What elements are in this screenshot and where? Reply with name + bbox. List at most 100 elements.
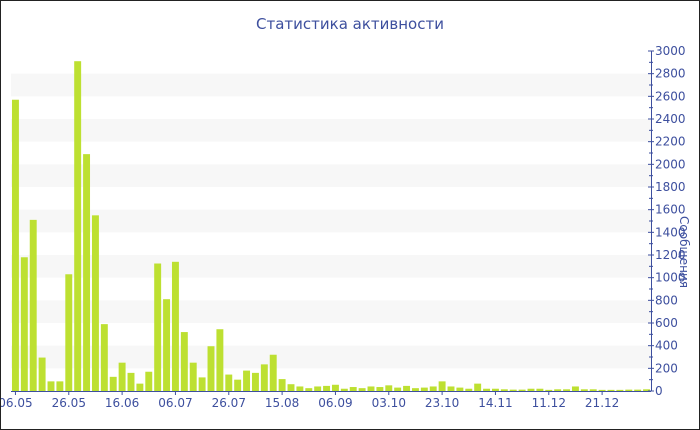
bar [118,362,126,391]
bar [358,388,366,391]
bar [171,261,179,391]
bar [198,377,206,391]
bar [251,372,259,391]
bar [367,386,375,391]
y-tick-label: 1200 [655,248,686,262]
bar [411,388,419,391]
bar [136,383,144,391]
x-tick-label: 23.10 [425,396,459,410]
bar [607,389,615,391]
bar [349,387,357,391]
bar [509,389,517,391]
x-tick-label: 11.12 [532,396,566,410]
bar [394,387,402,391]
x-tick-label: 14.11 [478,396,512,410]
y-tick-label: 1000 [655,271,686,285]
y-tick-label: 200 [655,361,678,375]
bar [554,389,562,391]
y-tick-label: 600 [655,316,678,330]
x-tick-label: 03.10 [372,396,406,410]
bar [287,384,295,391]
bar [340,388,348,391]
bar [145,371,153,391]
bar [260,364,268,391]
bar [545,389,553,391]
bar [47,381,55,391]
bar [243,370,251,391]
y-tick-label: 2400 [655,112,686,126]
x-tick-label: 06.05 [1,396,33,410]
bar [11,99,19,391]
bar [616,389,624,391]
bar [180,332,188,391]
x-tick-label: 21.12 [585,396,619,410]
grid-band [11,255,651,278]
bar [474,383,482,391]
y-tick-label: 3000 [655,44,686,58]
bar [483,388,491,391]
bar [385,385,393,391]
y-tick-label: 2800 [655,67,686,81]
bar [163,299,171,391]
bar [571,386,579,391]
bar [438,381,446,391]
bar [207,346,215,391]
bar [598,389,606,391]
bar [296,386,304,391]
x-tick-label: 26.05 [52,396,86,410]
bar [127,372,135,391]
bar [536,388,544,391]
y-tick-label: 1600 [655,203,686,217]
bar [305,388,313,391]
y-tick-label: 1400 [655,225,686,239]
bar [643,389,651,391]
bar [527,388,535,391]
bar [518,389,526,391]
y-tick-label: 2200 [655,135,686,149]
bar [491,388,499,391]
y-tick-label: 0 [655,384,663,398]
bar [403,385,411,391]
bar [447,386,455,391]
bar [634,389,642,391]
bar [269,354,277,391]
x-tick-label: 06.07 [158,396,192,410]
grid-band [11,119,651,142]
y-tick-label: 400 [655,339,678,353]
bar [216,329,224,391]
x-tick-label: 06.09 [318,396,352,410]
bar [314,386,322,391]
bar [563,389,571,391]
bar [331,384,339,391]
bar [65,274,73,391]
y-tick-label: 800 [655,293,678,307]
bar [56,381,64,391]
grid-band [11,300,651,323]
bar [74,61,82,391]
grid-band [11,164,651,187]
bar [429,386,437,391]
bar [225,374,233,391]
x-tick-label: 26.07 [212,396,246,410]
grid-band [11,209,651,233]
bar [234,379,242,391]
x-tick-label: 16.06 [105,396,139,410]
bar [500,389,508,391]
grid-band [11,73,651,97]
bar [589,389,597,391]
grid-band [11,345,651,369]
chart-title: Статистика активности [256,15,444,33]
y-tick-label: 2600 [655,89,686,103]
bar [456,387,464,391]
bar [20,257,28,391]
bar [189,362,197,391]
bar [109,376,117,391]
y-tick-label: 1800 [655,180,686,194]
bar [154,263,162,391]
bar [91,215,99,391]
y-tick-label: 2000 [655,157,686,171]
bar [376,387,384,391]
bar [29,219,37,391]
